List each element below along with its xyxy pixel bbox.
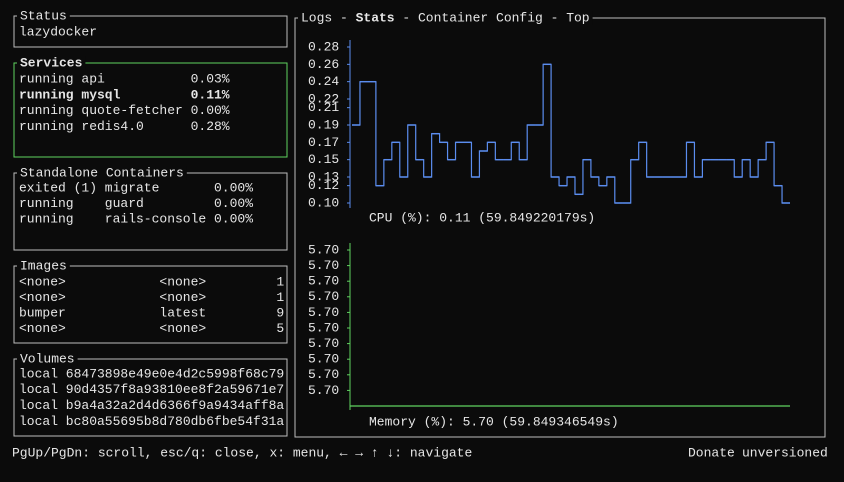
cpu-tick-label: 0.22	[308, 91, 339, 106]
container-name: guard	[105, 196, 144, 211]
cpu-tick-label: 0.19	[308, 117, 339, 132]
service-state: running	[19, 119, 74, 134]
volume-name: 90d4357f8a93810ee8f2a59671e7	[66, 382, 284, 397]
image-size: 1	[276, 290, 284, 305]
memory-tick-label: 5.70	[308, 274, 339, 289]
title-gap	[17, 352, 78, 366]
panel-border	[13, 358, 288, 437]
volume-driver: local	[19, 366, 58, 381]
container-state: running	[19, 212, 74, 227]
image-name: bumper	[19, 305, 66, 320]
cpu-tick-label: 0.17	[308, 135, 339, 150]
memory-tick-label: 5.70	[308, 352, 339, 367]
memory-tick-label: 5.70	[308, 367, 339, 382]
service-name: api	[81, 71, 105, 86]
panel-border	[13, 62, 288, 158]
container-cpu: 0.00%	[214, 180, 253, 195]
memory-tick-label: 5.70	[308, 289, 339, 304]
tab[interactable]: Container Config	[418, 10, 543, 25]
container-cpu: 0.00%	[214, 212, 253, 227]
panel-title: Services	[20, 55, 83, 70]
version: unversioned	[742, 445, 828, 460]
panel-title: Images	[20, 258, 67, 273]
memory-tick-label: 5.70	[308, 258, 339, 273]
volume-driver: local	[19, 398, 58, 413]
service-name: redis4.0	[81, 119, 143, 134]
image-size: 5	[276, 321, 284, 336]
tab-separator: -	[402, 10, 410, 25]
service-state: running	[19, 103, 74, 118]
service-cpu: 0.28%	[191, 119, 230, 134]
service-cpu: 0.03%	[191, 71, 230, 86]
panel-title: Standalone Containers	[20, 165, 184, 180]
cpu-tick-label: 0.21	[308, 100, 339, 115]
service-state: running	[19, 87, 74, 102]
cpu-tick-label: 0.12	[308, 178, 339, 193]
title-gap	[17, 166, 187, 180]
image-tag: <none>	[159, 290, 206, 305]
container-name: migrate	[105, 180, 160, 195]
keybindings: PgUp/PgDn: scroll, esc/q: close, x: menu…	[12, 445, 472, 460]
panel-border	[13, 15, 288, 48]
container-state: running	[19, 196, 74, 211]
panel-border	[13, 265, 288, 344]
image-tag: <none>	[159, 274, 206, 289]
cpu-tick-label: 0.13	[308, 169, 339, 184]
memory-tick-label: 5.70	[308, 242, 339, 257]
title-gap	[17, 259, 70, 273]
volume-driver: local	[19, 382, 58, 397]
image-size: 9	[276, 305, 284, 320]
tab[interactable]: Top	[566, 10, 589, 25]
cpu-tick-label: 0.28	[308, 39, 339, 54]
container-name: rails-console	[105, 212, 206, 227]
image-size: 1	[276, 274, 284, 289]
memory-tick-label: 5.70	[308, 320, 339, 335]
image-tag: latest	[159, 305, 206, 320]
cpu-caption: CPU (%): 0.11 (59.849220179s)	[369, 210, 595, 225]
volume-name: bc80a55695b8d780db6fbe54f31a	[66, 414, 285, 429]
image-name: <none>	[19, 321, 66, 336]
service-state: running	[19, 71, 74, 86]
memory-caption: Memory (%): 5.70 (59.849346549s)	[369, 414, 619, 429]
cpu-tick-label: 0.10	[308, 195, 339, 210]
title-gap	[298, 11, 593, 25]
image-tag: <none>	[159, 321, 206, 336]
tab-separator: -	[340, 10, 348, 25]
title-gap	[17, 56, 86, 70]
image-name: <none>	[19, 274, 66, 289]
cpu-tick-label: 0.24	[308, 74, 339, 89]
cpu-tick-label: 0.15	[308, 152, 339, 167]
panel-title: Status	[20, 8, 67, 23]
volume-name: 68473898e49e0e4d2c5998f68c79	[66, 366, 284, 381]
service-cpu: 0.00%	[191, 103, 230, 118]
container-cpu: 0.00%	[214, 196, 253, 211]
container-state: exited (1)	[19, 180, 97, 195]
panel-title: Volumes	[20, 351, 75, 366]
cpu-tick-label: 0.26	[308, 57, 339, 72]
service-name: quote-fetcher	[81, 103, 182, 118]
status-text: lazydocker	[19, 24, 97, 39]
image-name: <none>	[19, 290, 66, 305]
service-cpu: 0.11%	[191, 87, 230, 102]
service-name: mysql	[81, 87, 120, 102]
volume-name: b9a4a32a2d4d6366f9a9434aff8a	[66, 398, 285, 413]
memory-tick-label: 5.70	[308, 383, 339, 398]
tab[interactable]: Stats	[356, 10, 395, 25]
tab[interactable]: Logs	[301, 10, 332, 25]
memory-tick-label: 5.70	[308, 305, 339, 320]
volume-driver: local	[19, 414, 58, 429]
donate-link[interactable]: Donate	[688, 445, 735, 460]
tab-separator: -	[551, 10, 559, 25]
memory-tick-label: 5.70	[308, 336, 339, 351]
title-gap	[17, 9, 70, 23]
